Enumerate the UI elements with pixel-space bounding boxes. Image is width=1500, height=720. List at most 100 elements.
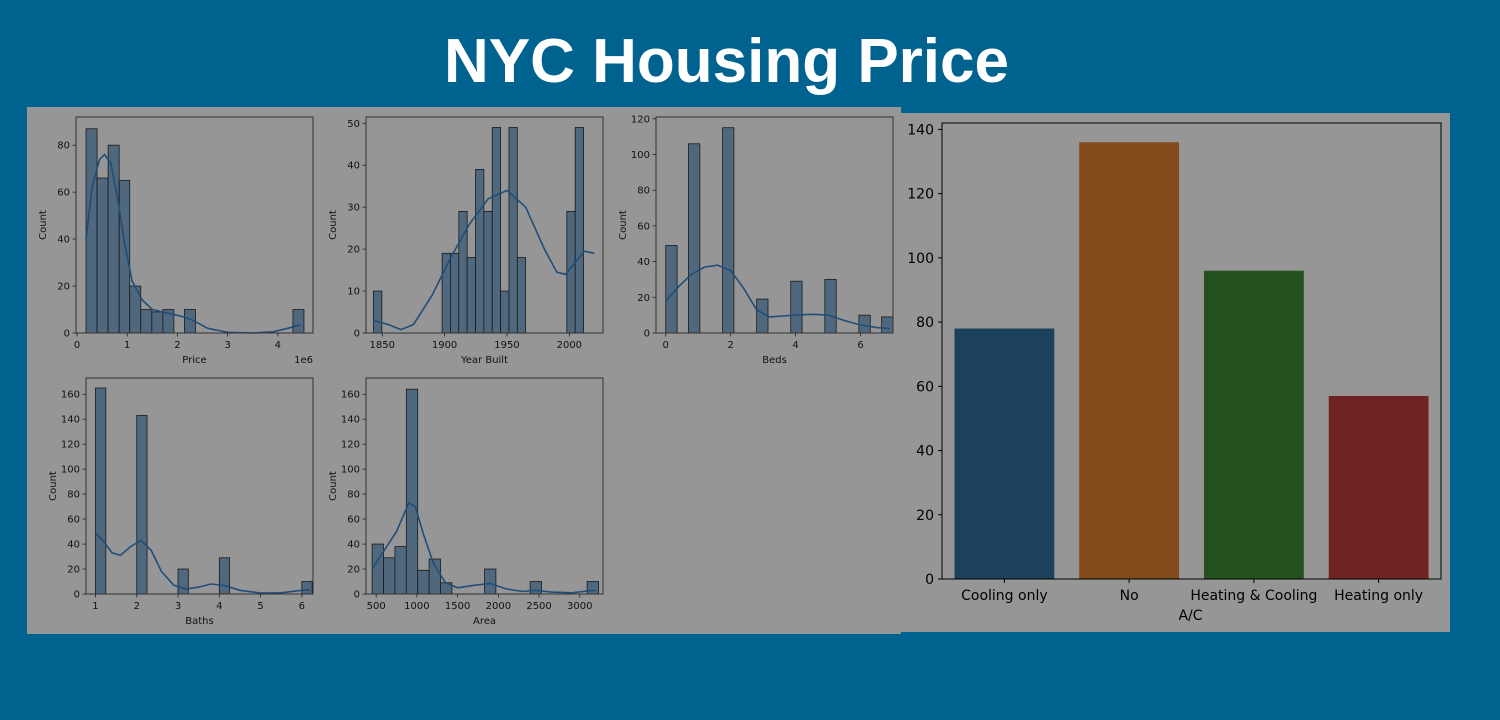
x-tick-label: 4 [792, 340, 798, 351]
axes-frame [365, 116, 604, 334]
y-tick-label: 100 [61, 465, 80, 476]
histogram-bar [688, 143, 701, 334]
x-tick-label: 500 [367, 601, 386, 612]
x-axis-label: Year Built [460, 355, 508, 366]
y-tick-label: 80 [347, 490, 360, 501]
x-tick-label: 6 [299, 601, 305, 612]
y-tick-label: 0 [644, 329, 650, 340]
histogram-bar [722, 127, 735, 334]
histogram-bar [586, 581, 599, 595]
y-tick-label: 20 [916, 508, 934, 524]
page-title: NYC Housing Price [444, 27, 1009, 96]
histogram-bar [491, 127, 501, 334]
histogram-bar [177, 568, 189, 595]
histogram-year-built: 1850 1900 1950 2000 0 10 20 30 40 50 Year Built Cou… [328, 116, 604, 366]
y-tick-label: 100 [631, 150, 650, 161]
histogram-bar [529, 581, 542, 595]
x-tick-label: Heating & Cooling [1190, 588, 1317, 604]
axes-frame [85, 377, 314, 595]
y-tick-label: 60 [916, 379, 934, 395]
x-tick-label: 2 [727, 340, 733, 351]
y-axis-label: Count [328, 471, 339, 501]
histogram-bar [292, 309, 305, 334]
histogram-bar [858, 314, 871, 334]
histogram-bar [484, 568, 497, 595]
histogram-bar [475, 169, 485, 334]
histogram-bar [574, 127, 584, 334]
x-tick-label: 1500 [445, 601, 470, 612]
x-tick-label: 2000 [486, 601, 511, 612]
histogram-bar [516, 257, 527, 334]
kde-line [371, 501, 597, 594]
y-tick-label: 0 [354, 590, 360, 601]
x-axis-label: A/C [1178, 608, 1202, 624]
y-tick-label: 120 [907, 187, 934, 203]
y-tick-label: 60 [347, 515, 360, 526]
y-tick-label: 60 [67, 515, 80, 526]
y-tick-label: 40 [67, 540, 80, 551]
x-tick-label: 6 [857, 340, 863, 351]
histogram-bar [394, 546, 407, 595]
ac-bar [954, 328, 1055, 579]
x-axis-label: Price [182, 355, 206, 366]
histogram-bar [417, 569, 430, 595]
x-tick-label: 0 [663, 340, 669, 351]
kde-line [665, 264, 890, 330]
y-axis-label: Count [328, 210, 339, 240]
x-tick-label: 2 [174, 340, 180, 351]
y-tick-label: 60 [57, 188, 70, 199]
y-tick-label: 160 [61, 390, 80, 401]
y-tick-label: 80 [916, 315, 934, 331]
y-tick-label: 80 [67, 490, 80, 501]
x-tick-label: 3 [224, 340, 230, 351]
x-tick-label: 5 [257, 601, 263, 612]
kde-line [373, 189, 595, 331]
histogram-bar [500, 290, 510, 334]
ac-bar [1203, 270, 1304, 579]
y-tick-label: 40 [347, 161, 360, 172]
axes-frame [75, 116, 314, 334]
y-tick-label: 40 [637, 257, 650, 268]
y-tick-label: 20 [67, 565, 80, 576]
y-tick-label: 0 [925, 572, 934, 588]
y-tick-label: 20 [347, 245, 360, 256]
ac-bar-chart: Cooling only No Heating & Cooling Heating o… [907, 122, 1442, 624]
x-tick-label: Heating only [1334, 588, 1423, 604]
x-tick-label: 4 [275, 340, 281, 351]
y-tick-label: 40 [347, 540, 360, 551]
x-tick-label: 1950 [494, 340, 519, 351]
x-tick-label: 1850 [369, 340, 394, 351]
x-axis-label: Baths [185, 616, 213, 627]
histogram-bar [824, 279, 837, 334]
histogram-bar [218, 557, 231, 595]
y-tick-label: 50 [347, 119, 360, 130]
y-tick-label: 100 [341, 465, 360, 476]
x-tick-label: No [1120, 588, 1139, 604]
histogram-bar [383, 557, 396, 595]
x-tick-label: 4 [216, 601, 222, 612]
histogram-bar [373, 290, 383, 334]
y-tick-label: 20 [57, 282, 70, 293]
ac-bar [1079, 142, 1180, 579]
histogram-bar [790, 280, 803, 334]
y-axis-label: Count [48, 471, 59, 501]
y-tick-label: 10 [347, 287, 360, 298]
x-offset-label: 1e6 [294, 355, 313, 366]
y-tick-label: 0 [74, 590, 80, 601]
histogram-bar [118, 179, 131, 334]
x-tick-label: 1900 [432, 340, 457, 351]
histogram-bar [881, 316, 894, 334]
y-tick-label: 120 [631, 114, 650, 125]
ac-bars: Cooling only No Heating & Cooling Heating o… [907, 122, 1442, 624]
histogram-bar [756, 298, 769, 334]
x-tick-label: 2500 [526, 601, 551, 612]
x-tick-label: 3000 [567, 601, 592, 612]
histogram-bar [140, 309, 153, 334]
histogram-bar [508, 127, 518, 334]
y-tick-label: 160 [341, 390, 360, 401]
x-tick-label: 3 [175, 601, 181, 612]
